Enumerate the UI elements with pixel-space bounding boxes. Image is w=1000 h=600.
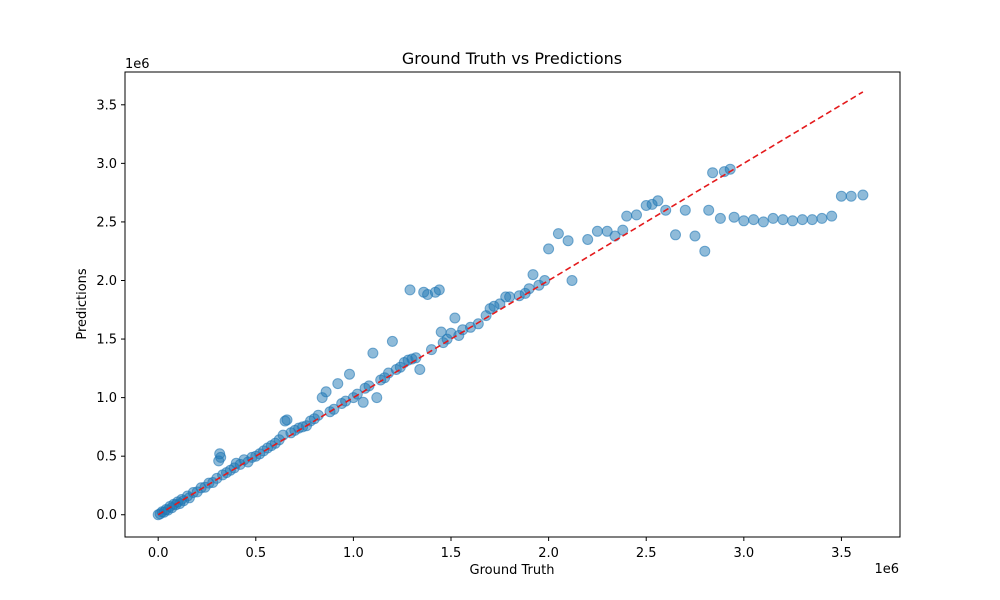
- scatter-point: [404, 284, 416, 296]
- scatter-point: [787, 215, 799, 227]
- scatter-point: [562, 235, 574, 247]
- x-tick-label: 1.5: [441, 546, 462, 561]
- scatter-point: [414, 364, 426, 375]
- scatter-point: [215, 451, 227, 463]
- x-tick-label: 3.5: [831, 546, 852, 561]
- scatter-point: [703, 204, 715, 216]
- scatter-point: [566, 275, 578, 286]
- scatter-point: [552, 228, 564, 240]
- plot-frame: [124, 71, 901, 538]
- y-tick-label: 3.5: [96, 98, 117, 113]
- scatter-point: [796, 214, 808, 226]
- x-tick-label: 2.5: [636, 546, 657, 561]
- scatter-point: [371, 392, 383, 404]
- scatter-point: [816, 212, 828, 224]
- scatter-point: [433, 284, 445, 296]
- scatter-point: [472, 318, 484, 330]
- scatter-point: [670, 229, 681, 241]
- scatter-point: [707, 167, 719, 179]
- chart-title: Ground Truth vs Predictions: [402, 49, 622, 68]
- y-tick-label: 2.5: [96, 215, 117, 230]
- scatter-point: [631, 209, 642, 221]
- x-tick-label: 3.0: [733, 546, 754, 561]
- x-tick-label: 2.0: [538, 546, 559, 561]
- x-axis: 0.0 0.5 1.0 1.5 2.0 2.5 3.0 3.5: [148, 537, 852, 561]
- scatter-point: [527, 269, 539, 281]
- scatter-point: [777, 214, 789, 226]
- scatter-point: [748, 214, 760, 226]
- scatter-point: [332, 378, 344, 390]
- scatter-point: [281, 414, 293, 426]
- scatter-point: [449, 312, 461, 324]
- scatter-point: [806, 214, 818, 226]
- y-tick-label: 1.5: [96, 333, 117, 348]
- reference-line: [157, 91, 864, 516]
- scatter-point: [312, 409, 324, 421]
- scatter-point: [689, 230, 701, 242]
- scatter-point: [320, 386, 332, 398]
- scatter-point: [767, 212, 779, 224]
- scatter-point: [652, 195, 664, 207]
- points-layer: [152, 163, 869, 521]
- y-axis: 0.0 0.5 1.0 1.5 2.0 2.5 3.0 3.5: [96, 98, 125, 523]
- x-offset-label: 1e6: [874, 562, 899, 577]
- y-tick-label: 0.5: [96, 450, 117, 465]
- scatter-point: [699, 245, 711, 257]
- y-tick-label: 1.0: [96, 391, 117, 406]
- scatter-point: [344, 368, 355, 380]
- y-axis-label: Predictions: [75, 268, 90, 340]
- scatter-point: [714, 212, 726, 224]
- scatter-point: [757, 216, 769, 228]
- scatter-point: [591, 225, 603, 237]
- scatter-point: [494, 298, 506, 310]
- scatter-point: [504, 291, 516, 303]
- scatter-point: [835, 190, 847, 202]
- scatter-point: [679, 204, 691, 216]
- y-tick-label: 2.0: [96, 274, 117, 289]
- x-tick-label: 0.0: [148, 546, 169, 561]
- y-offset-label: 1e6: [125, 57, 150, 72]
- scatter-point: [386, 335, 398, 347]
- scatter-point: [724, 163, 736, 175]
- x-tick-label: 1.0: [343, 546, 364, 561]
- scatter-point: [738, 215, 750, 227]
- scatter-point: [367, 347, 379, 359]
- scatter-point: [845, 190, 857, 202]
- scatter-point: [582, 234, 594, 245]
- scatter-point: [621, 210, 633, 222]
- scatter-point: [826, 210, 838, 222]
- scatter-point: [728, 211, 740, 223]
- scatter-point: [857, 189, 869, 201]
- y-tick-label: 3.0: [96, 157, 117, 172]
- scatter-point: [543, 243, 555, 255]
- x-tick-label: 0.5: [245, 546, 266, 561]
- x-axis-label: Ground Truth: [470, 563, 555, 578]
- scatter-point: [357, 396, 369, 408]
- y-tick-label: 0.0: [96, 508, 117, 523]
